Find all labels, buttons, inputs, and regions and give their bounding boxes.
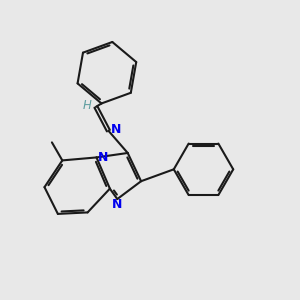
Text: N: N bbox=[98, 151, 108, 164]
Text: N: N bbox=[111, 123, 121, 136]
Text: N: N bbox=[112, 198, 122, 211]
Text: H: H bbox=[83, 99, 92, 112]
